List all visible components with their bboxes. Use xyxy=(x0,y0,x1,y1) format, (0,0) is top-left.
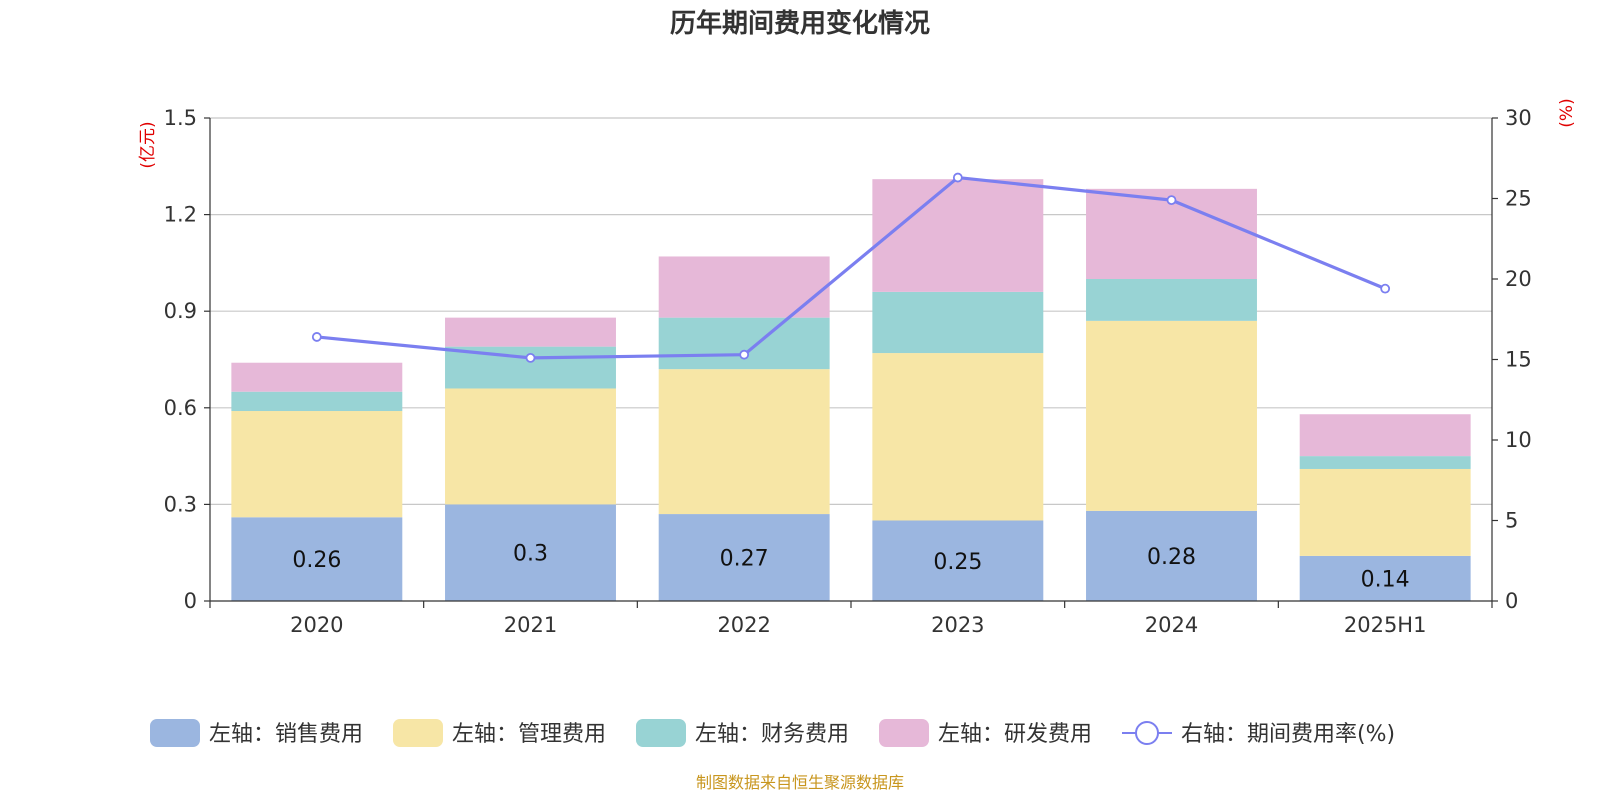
rate-point xyxy=(952,172,963,183)
bar-segment xyxy=(445,317,616,347)
bars xyxy=(231,179,1471,601)
source-note: 制图数据来自恒生聚源数据库 xyxy=(696,773,904,792)
bar-segment xyxy=(1086,320,1257,511)
rate-point xyxy=(525,352,536,363)
axes: 0 0.3 0.6 0.9 1.2 1.5 0 5 10 15 20 25 30 2020 2021 2022… xyxy=(164,106,1532,637)
right-tick-label: 10 xyxy=(1505,428,1532,452)
x-tick-label: 2025H1 xyxy=(1344,613,1427,637)
right-axis-unit: (%) xyxy=(1557,98,1577,127)
bar-value-label: 0.14 xyxy=(1361,567,1410,592)
rate-point xyxy=(1166,195,1177,206)
legend: 左轴：销售费用 左轴：管理费用 左轴：财务费用 左轴：研发费用 右轴：期间费用率(%) xyxy=(150,719,1395,747)
legend-label: 左轴：管理费用 xyxy=(452,722,606,747)
bar-segment xyxy=(1299,468,1471,556)
bar-segment xyxy=(872,291,1044,354)
legend-label: 左轴：销售费用 xyxy=(209,722,363,747)
x-tick-label: 2022 xyxy=(717,613,770,637)
bar-segment xyxy=(231,411,403,518)
legend-marker xyxy=(1135,721,1159,745)
legend-label: 左轴：研发费用 xyxy=(938,722,1092,747)
bar-labels: 0.26 0.3 0.27 0.25 0.28 0.14 xyxy=(292,542,1409,593)
bar-value-label: 0.26 xyxy=(292,548,341,573)
bar-segment xyxy=(1299,456,1471,469)
rate-line xyxy=(311,172,1391,363)
x-tick-label: 2021 xyxy=(504,613,557,637)
bar-segment xyxy=(658,369,830,515)
chart-title: 历年期间费用变化情况 xyxy=(670,8,930,39)
bar-segment xyxy=(658,317,830,370)
legend-swatch xyxy=(879,719,929,747)
rate-point xyxy=(739,349,750,360)
legend-swatch xyxy=(393,719,443,747)
right-tick-label: 20 xyxy=(1505,267,1532,291)
legend-label: 左轴：财务费用 xyxy=(695,722,849,747)
bar-value-label: 0.3 xyxy=(513,542,548,567)
bar-segment xyxy=(445,388,616,505)
left-tick-label: 0.3 xyxy=(164,492,197,516)
legend-label: 右轴：期间费用率(%) xyxy=(1181,722,1395,747)
bar-segment xyxy=(658,514,830,601)
bar-value-label: 0.27 xyxy=(720,547,769,572)
x-tick-label: 2023 xyxy=(931,613,984,637)
right-tick-label: 5 xyxy=(1505,509,1518,533)
right-tick-label: 0 xyxy=(1505,589,1518,613)
bar-segment xyxy=(1086,279,1257,321)
left-tick-label: 1.2 xyxy=(164,203,197,227)
bar-segment xyxy=(872,520,1044,601)
bar-segment xyxy=(445,504,616,601)
bar-segment xyxy=(1299,414,1471,457)
left-axis-unit: (亿元) xyxy=(138,121,158,168)
grid xyxy=(210,117,1492,505)
left-tick-label: 1.5 xyxy=(164,106,197,130)
legend-swatch xyxy=(150,719,200,747)
right-tick-label: 30 xyxy=(1505,106,1532,130)
bar-segment xyxy=(872,353,1044,521)
rate-point xyxy=(1380,283,1391,294)
bar-segment xyxy=(1086,510,1257,601)
x-tick-label: 2020 xyxy=(290,613,343,637)
right-tick-label: 25 xyxy=(1505,187,1532,211)
rate-line-path xyxy=(316,175,1386,360)
bar-value-label: 0.25 xyxy=(933,550,982,575)
bar-segment xyxy=(1299,555,1471,601)
bar-segment xyxy=(231,362,403,392)
right-tick-label: 15 xyxy=(1505,348,1532,372)
bar-segment xyxy=(231,391,403,412)
legend-swatch xyxy=(636,719,686,747)
x-tick-label: 2024 xyxy=(1145,613,1198,637)
bar-segment xyxy=(231,517,403,601)
bar-segment xyxy=(872,179,1044,292)
left-tick-label: 0.6 xyxy=(164,396,197,420)
left-tick-label: 0 xyxy=(184,589,197,613)
left-tick-label: 0.9 xyxy=(164,299,197,323)
bar-value-label: 0.28 xyxy=(1147,545,1196,570)
rate-point xyxy=(311,332,322,342)
bar-segment xyxy=(658,256,830,318)
